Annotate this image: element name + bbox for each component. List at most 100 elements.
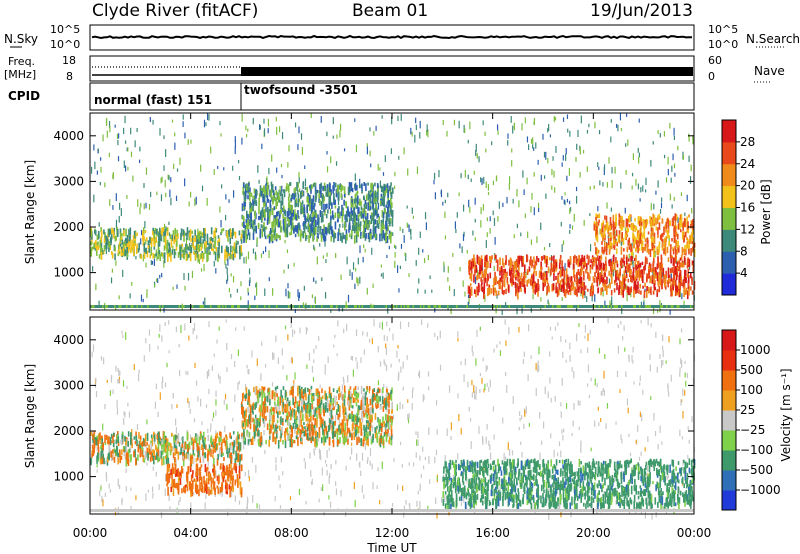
heatmap-cell xyxy=(650,396,652,400)
heatmap-cell xyxy=(631,467,633,472)
heatmap-cell xyxy=(433,172,436,180)
heatmap-cell xyxy=(403,505,406,512)
heatmap-cell xyxy=(622,275,624,284)
heatmap-cell xyxy=(288,207,291,213)
heatmap-cell xyxy=(623,260,626,265)
heatmap-cell xyxy=(200,398,202,407)
heatmap-cell xyxy=(503,262,505,268)
heatmap-cell xyxy=(158,227,161,235)
heatmap-cell xyxy=(408,224,410,233)
heatmap-cell xyxy=(293,211,296,216)
heatmap-cell xyxy=(612,214,615,224)
heatmap-cell xyxy=(118,250,121,255)
heatmap-cell xyxy=(677,217,679,224)
heatmap-cell xyxy=(353,214,355,223)
heatmap-cell xyxy=(620,287,623,296)
heatmap-cell xyxy=(243,182,245,188)
heatmap-cell xyxy=(147,244,150,250)
heatmap-cell xyxy=(579,400,581,406)
heatmap-cell xyxy=(688,214,690,218)
heatmap-cell xyxy=(513,267,515,274)
heatmap-cell xyxy=(411,305,413,308)
heatmap-cell xyxy=(183,443,185,450)
heatmap-cell xyxy=(638,289,640,294)
heatmap-cell xyxy=(458,414,460,422)
heatmap-cell xyxy=(390,305,392,308)
heatmap-cell xyxy=(649,216,651,221)
heatmap-cell xyxy=(423,305,425,308)
heatmap-cell xyxy=(653,274,655,284)
heatmap-cell xyxy=(181,248,183,253)
heatmap-cell xyxy=(369,189,372,194)
heatmap-cell xyxy=(411,207,413,214)
heatmap-cell xyxy=(190,139,192,144)
heatmap-cell xyxy=(640,320,642,324)
heatmap-cell xyxy=(576,279,579,286)
heatmap-cell xyxy=(679,264,681,269)
heatmap-cell xyxy=(532,286,535,294)
heatmap-cell xyxy=(473,385,475,393)
heatmap-cell xyxy=(356,361,358,370)
heatmap-cell xyxy=(163,234,165,243)
heatmap-cell xyxy=(207,251,210,255)
heatmap-cell xyxy=(628,510,631,514)
heatmap-cell xyxy=(330,156,332,164)
heatmap-cell xyxy=(132,175,134,182)
heatmap-cell xyxy=(469,289,471,298)
heatmap-cell xyxy=(386,321,388,327)
heatmap-cell xyxy=(300,305,302,308)
heatmap-cell xyxy=(282,305,284,308)
heatmap-cell xyxy=(689,176,692,184)
heatmap-cell xyxy=(676,233,679,240)
heatmap-cell xyxy=(389,206,392,213)
heatmap-cell xyxy=(450,307,452,315)
heatmap-cell xyxy=(287,283,289,289)
heatmap-cell xyxy=(647,436,649,443)
heatmap-cell xyxy=(274,422,277,427)
heatmap-cell xyxy=(650,227,653,232)
heatmap-cell xyxy=(228,253,230,257)
heatmap-cell xyxy=(690,220,693,226)
heatmap-cell xyxy=(630,261,633,266)
heatmap-cell xyxy=(361,452,364,461)
heatmap-cell xyxy=(658,245,660,253)
heatmap-cell xyxy=(208,369,210,377)
heatmap-cell xyxy=(634,225,636,233)
heatmap-cell xyxy=(620,434,622,440)
heatmap-cell xyxy=(669,249,672,258)
heatmap-cell xyxy=(543,247,546,251)
heatmap-cell xyxy=(327,305,329,308)
heatmap-cell xyxy=(146,441,148,446)
heatmap-cell xyxy=(207,458,209,467)
heatmap-cell xyxy=(172,286,174,291)
heatmap-cell xyxy=(204,233,206,242)
heatmap-cell xyxy=(351,305,353,308)
heatmap-cell xyxy=(286,305,288,308)
heatmap-cell xyxy=(559,254,562,260)
heatmap-cell xyxy=(106,130,108,138)
heatmap-cell xyxy=(359,245,361,254)
heatmap-cell xyxy=(608,261,611,267)
heatmap-cell xyxy=(321,467,323,476)
heatmap-cell xyxy=(481,271,484,279)
heatmap-cell xyxy=(100,246,102,256)
heatmap-cell xyxy=(384,305,386,308)
heatmap-cell xyxy=(628,224,631,228)
heatmap-cell xyxy=(627,278,630,283)
heatmap-cell xyxy=(638,156,640,164)
heatmap-cell xyxy=(160,177,162,184)
heatmap-cell xyxy=(561,297,563,302)
heatmap-cell xyxy=(688,135,690,142)
heatmap-cell xyxy=(602,233,604,242)
heatmap-cell xyxy=(303,223,306,233)
heatmap-cell xyxy=(354,118,356,122)
heatmap-cell xyxy=(224,249,226,254)
heatmap-cell xyxy=(322,228,324,236)
heatmap-cell xyxy=(299,233,302,242)
heatmap-cell xyxy=(514,281,517,288)
heatmap-cell xyxy=(638,267,640,273)
heatmap-cell xyxy=(678,218,681,227)
heatmap-cell xyxy=(685,380,687,387)
heatmap-cell xyxy=(635,270,637,279)
